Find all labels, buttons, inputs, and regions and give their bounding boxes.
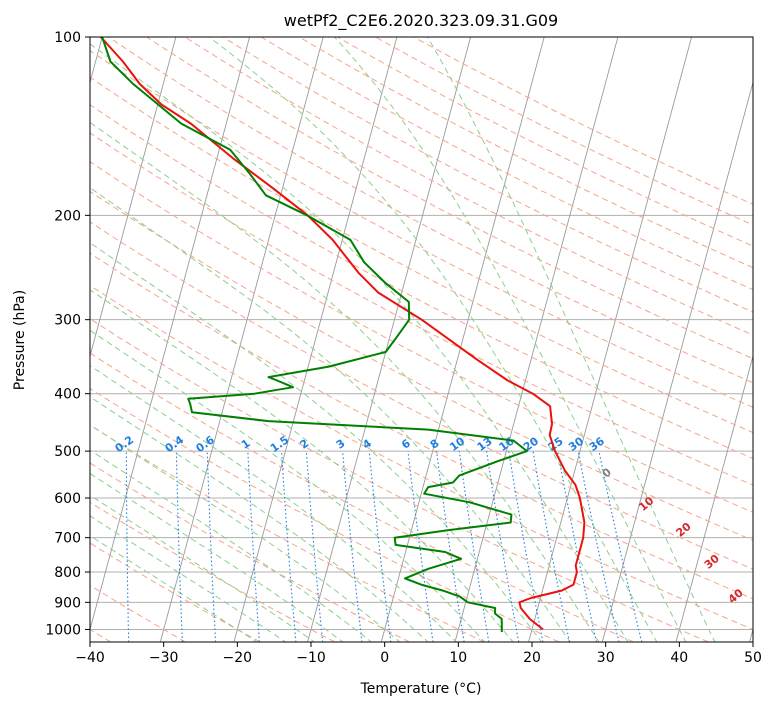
x-tick-label: −10: [296, 650, 326, 666]
chart-title: wetPf2_C2E6.2020.323.09.31.G09: [284, 11, 558, 31]
dry-adiabat-line: [222, 37, 753, 313]
y-tick-label: 100: [54, 30, 81, 46]
y-axis-label: Pressure (hPa): [12, 290, 28, 390]
dry-adiabat-line: [90, 424, 485, 642]
mixing-ratio-line: [281, 451, 297, 642]
mixing-ratio-line: [557, 451, 598, 642]
moist-adiabat-line: [90, 494, 316, 642]
moist-adiabat-line: [90, 515, 287, 642]
y-axis-ticks: 1000 900 800 700 600 500 400 300 200 100: [45, 30, 90, 638]
moist-adiabat-line: [90, 535, 258, 642]
x-axis-label: Temperature (°C): [360, 681, 482, 697]
dry-adiabat-line: [90, 104, 753, 459]
dry-adiabat-line: [90, 221, 753, 570]
mixing-ratio-lines: [125, 450, 643, 642]
x-tick-label: 50: [744, 650, 762, 666]
moist-adiabat-line: [90, 242, 543, 642]
moist-adiabat-line: [334, 37, 687, 642]
y-tick-label: 700: [54, 531, 81, 547]
isotherm-lines: [90, 37, 753, 642]
moist-adiabat-line: [90, 187, 571, 642]
dry-adiabat-line: [337, 37, 753, 247]
isotherm-line: [233, 37, 398, 642]
dry-adiabat-line: [90, 190, 753, 541]
isotherm-line: [90, 37, 177, 358]
x-tick-label: 30: [597, 650, 615, 666]
mixing-ratio-line: [458, 451, 490, 642]
mixing-ratio-line: [407, 451, 434, 642]
isotherm-line: [528, 37, 693, 642]
dry-adiabat-line: [375, 37, 753, 226]
isotherm-line: [675, 354, 753, 642]
y-tick-label: 400: [54, 387, 81, 403]
dry-adiabat-line: [260, 37, 753, 291]
dry-adiabat-line: [90, 161, 753, 513]
y-tick-label: 300: [54, 313, 81, 329]
moist-adiabat-line: [90, 43, 629, 642]
x-tick-label: 10: [449, 650, 467, 666]
dry-adiabat-line: [413, 37, 753, 205]
x-tick-label: −20: [223, 650, 253, 666]
mixing-ratio-line: [532, 451, 570, 642]
plot-area: 0.10.20.40.611.52346810131620253036-100-…: [90, 37, 753, 642]
mixing-ratio-line: [368, 451, 392, 642]
dry-adiabat-line: [90, 252, 753, 600]
dry-adiabat-line: [90, 132, 753, 486]
x-tick-label: 40: [670, 650, 688, 666]
moist-adiabats: [90, 37, 716, 642]
dry-adiabat-line: [90, 76, 753, 434]
x-tick-label: −40: [75, 650, 105, 666]
dry-adiabat-line: [146, 37, 753, 360]
y-tick-label: 200: [54, 208, 81, 224]
mixing-ratio-line: [342, 451, 363, 642]
moist-adiabat-line: [90, 472, 344, 642]
y-tick-label: 900: [54, 595, 81, 611]
x-tick-label: 0: [380, 650, 389, 666]
mixing-ratio-line: [436, 451, 465, 642]
mixing-ratio-line: [577, 450, 620, 642]
dry-adiabats: [90, 37, 753, 642]
isotherm-line: [90, 37, 251, 632]
isotherm-line: [159, 37, 324, 642]
mixing-ratio-line: [598, 450, 643, 642]
y-tick-label: 500: [54, 444, 81, 460]
y-tick-label: 800: [54, 565, 81, 581]
moist-adiabat-line: [90, 396, 429, 642]
plot-frame: [89, 36, 754, 643]
moist-adiabat-line: [90, 449, 373, 642]
dry-adiabat-line: [90, 49, 753, 408]
moist-adiabat-line: [427, 37, 716, 642]
x-tick-label: 20: [523, 650, 541, 666]
dry-adiabat-line: [90, 284, 753, 630]
y-tick-label: 1000: [45, 622, 81, 638]
dry-adiabat-line: [90, 387, 560, 642]
dewpoint-profile-line: [101, 37, 528, 632]
dry-adiabat-line: [108, 37, 753, 384]
profile-series: [100, 37, 586, 632]
temperature-profile-line: [100, 37, 586, 631]
x-tick-label: −30: [149, 650, 179, 666]
isotherm-line: [601, 80, 753, 642]
mixing-ratio-line: [305, 451, 324, 642]
isotherm-line: [380, 37, 545, 642]
dry-adiabat-line: [299, 37, 753, 269]
isotherm-line: [307, 37, 472, 642]
moist-adiabat-line: [90, 424, 401, 642]
x-axis-ticks: −40 −30 −20 −10 0 10 20 30 40 50: [75, 642, 762, 666]
isotherm-line: [454, 37, 619, 642]
dry-adiabat-line: [184, 37, 753, 336]
y-tick-label: 600: [54, 491, 81, 507]
dry-adiabat-line: [90, 318, 709, 642]
